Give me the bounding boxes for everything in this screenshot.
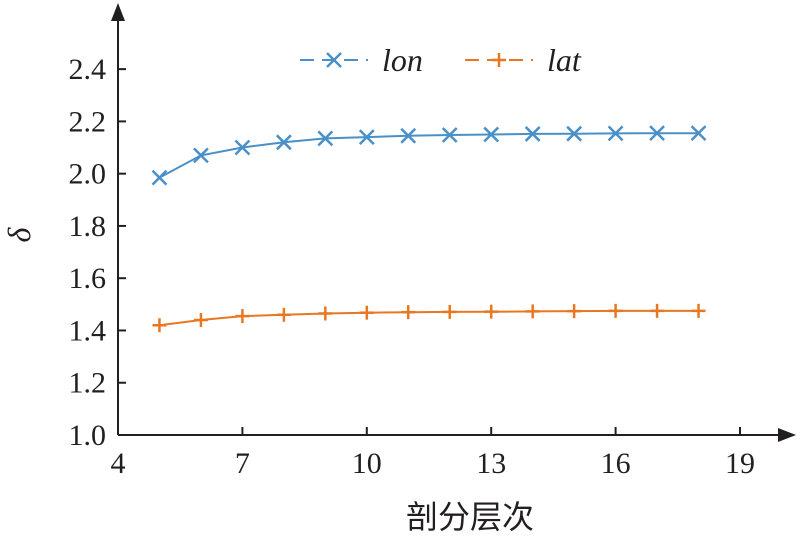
data-point-lon: [441, 127, 458, 143]
data-point-lon: [483, 126, 500, 143]
legend-marker: [492, 53, 506, 67]
y-tick-label: 2.0: [69, 158, 107, 191]
marker-stroke: [326, 52, 342, 68]
marker-stroke: [441, 127, 458, 143]
data-point-lat: [359, 305, 374, 320]
y-tick-label: 1.6: [69, 262, 107, 295]
series-line-lon: [159, 132, 699, 179]
data-point-lat: [276, 307, 291, 322]
data-point-lon: [524, 126, 541, 142]
ticks: 4 7 10 13 16 19 1.0 1.2 1.4 1.6 1.8 2.0 2.2 2.4: [69, 53, 756, 480]
data-point-lon: [400, 127, 417, 144]
marker-stroke: [193, 147, 209, 164]
data-point-lat: [401, 305, 416, 320]
marker-stroke: [483, 126, 500, 143]
data-point-lon: [358, 129, 375, 145]
marker-stroke: [317, 130, 334, 147]
y-tick-label: 2.2: [69, 105, 107, 138]
series-line-lat: [159, 309, 699, 327]
x-axis-title: 剖分层次: [406, 498, 534, 536]
data-point-lat: [442, 304, 457, 319]
marker-stroke: [358, 129, 375, 145]
data-point-lat: [318, 306, 333, 321]
x-axis-arrow: [778, 428, 796, 442]
data-point-lon: [193, 147, 209, 164]
marker-stroke: [151, 169, 168, 186]
data-point-lon: [275, 134, 292, 151]
data-point-lat: [484, 304, 499, 319]
data-point-lat: [691, 303, 706, 318]
legend: lon lat: [300, 42, 582, 78]
marker-stroke: [275, 134, 292, 151]
y-tick-label: 1.8: [69, 210, 107, 243]
marker-stroke: [566, 125, 583, 142]
data-point-lon: [690, 125, 707, 142]
data-point-lat: [608, 303, 623, 318]
x-tick-label: 16: [601, 447, 631, 480]
marker-stroke: [690, 125, 707, 142]
y-tick-label: 1.0: [69, 419, 107, 452]
data-point-lat: [650, 303, 665, 318]
legend-marker: [326, 52, 342, 68]
series-layer: [151, 125, 707, 333]
data-point-lon: [317, 130, 334, 147]
marker-stroke: [607, 125, 624, 142]
data-point-lon: [151, 169, 168, 186]
x-tick-label: 10: [352, 447, 382, 480]
marker-stroke: [234, 139, 251, 156]
data-point-lon: [234, 139, 251, 156]
axes: [111, 3, 796, 442]
data-point-lat: [152, 318, 167, 333]
data-point-lat: [525, 304, 540, 319]
y-tick-label: 1.4: [69, 314, 107, 347]
data-point-lat: [567, 304, 582, 319]
data-point-lon: [607, 125, 624, 142]
marker-stroke: [524, 126, 541, 142]
y-axis-title: δ: [1, 226, 37, 242]
x-tick-label: 19: [725, 447, 755, 480]
data-point-lat: [235, 309, 250, 324]
y-tick-label: 2.4: [69, 53, 107, 86]
legend-item-lat: lat: [465, 42, 582, 78]
data-point-lon: [566, 125, 583, 142]
marker-stroke: [649, 125, 665, 142]
y-axis-arrow: [111, 3, 125, 21]
y-tick-label: 1.2: [69, 367, 107, 400]
x-tick-label: 4: [111, 447, 126, 480]
x-tick-label: 13: [476, 447, 506, 480]
data-point-lon: [649, 125, 665, 142]
data-point-lat: [193, 313, 208, 328]
marker-stroke: [400, 127, 417, 144]
x-tick-label: 7: [235, 447, 250, 480]
legend-label: lat: [547, 42, 582, 78]
legend-item-lon: lon: [300, 42, 423, 78]
legend-label: lon: [382, 42, 423, 78]
